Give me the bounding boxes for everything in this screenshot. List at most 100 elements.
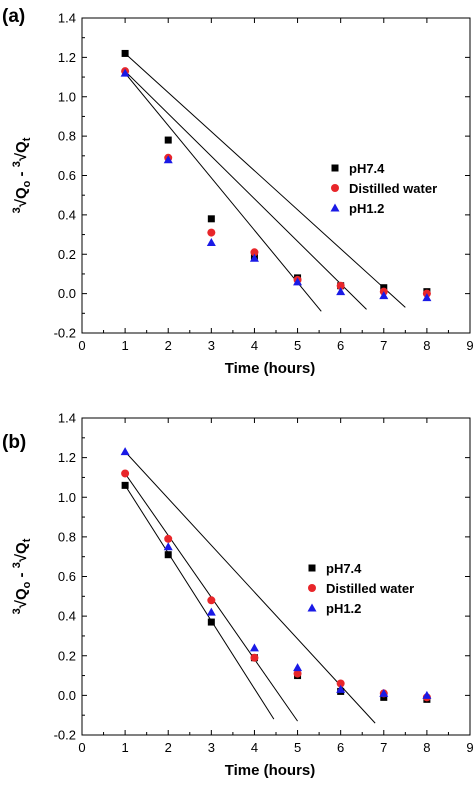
legend-label: Distilled water [326,581,414,596]
y-tick-label: 0.0 [58,688,76,703]
y-tick-label: -0.2 [54,728,76,743]
y-tick-label: 0.4 [58,207,76,222]
legend-marker [308,584,316,592]
y-tick-label: 1.4 [58,11,76,26]
y-tick-label: 0.2 [58,247,76,262]
y-tick-label: 0.4 [58,609,76,624]
y-tick-label: 1.4 [58,411,76,426]
y-tick-label: 1.2 [58,450,76,465]
y-axis-title: 3√Qo - 3√Qt [11,538,33,614]
plot-frame [81,17,471,334]
x-tick-label: 3 [208,740,215,755]
y-tick-label: 0.0 [58,286,76,301]
data-point [121,481,129,489]
series-ph1-2 [120,447,432,699]
data-point [336,281,345,290]
x-axis-title: Time (hours) [225,762,316,779]
legend-label: pH1.2 [326,601,361,616]
data-point [336,679,345,688]
x-tick-label: 7 [380,338,387,353]
panel-label: (a) [2,6,25,27]
data-point [164,551,172,559]
x-tick-label: 9 [466,740,473,755]
x-tick-label: 5 [294,740,301,755]
y-axis-title: 3√Qo - 3√Qt [11,137,33,213]
data-point [206,607,216,616]
data-point [164,136,172,144]
legend: pH7.4 Distilled water pH1.2 [307,561,414,616]
legend-marker [331,164,339,172]
x-tick-label: 0 [78,338,85,353]
x-tick-label: 2 [165,740,172,755]
x-tick-label: 1 [121,740,128,755]
data-point [121,469,130,478]
data-point [379,688,389,697]
legend: pH7.4 Distilled water pH1.2 [330,161,437,216]
y-tick-label: 1.0 [58,490,76,505]
y-tick-label: -0.2 [54,326,76,341]
data-point [249,253,259,262]
legend-label: Distilled water [349,181,437,196]
x-tick-label: 5 [294,338,301,353]
data-point [207,228,216,237]
data-point [336,287,346,296]
y-tick-label: 0.2 [58,648,76,663]
legend-label: pH7.4 [349,161,385,176]
x-tick-label: 3 [208,338,215,353]
data-point [422,690,432,699]
data-point [422,293,432,302]
series-distilled-water [121,469,431,702]
x-tick-label: 7 [380,740,387,755]
fit-line [124,451,376,724]
data-point [207,215,215,223]
data-point [293,277,303,286]
data-point [164,534,173,543]
data-point [121,49,129,57]
y-tick-label: 0.6 [58,569,76,584]
data-point [336,684,346,693]
data-point [206,237,216,246]
legend-label: pH1.2 [349,201,384,216]
fit-line [124,70,367,310]
chart-panel-b: 0 1 2 3 4 5 6 7 8 9 -0.2 0.0 0.2 0.4 0.6 0.8 1.0 1.2 1.4 Ti… [2,411,474,780]
data-point [163,155,173,164]
data-point [249,643,259,652]
x-tick-label: 0 [78,740,85,755]
legend-marker [307,603,317,612]
y-tick-label: 1.2 [58,50,76,65]
data-point [250,653,259,662]
x-tick-label: 4 [251,740,258,755]
fit-line [124,53,406,308]
fit-line [124,72,322,312]
fit-line [124,485,275,720]
y-tick-label: 0.6 [58,168,76,183]
y-tick-label: 0.8 [58,529,76,544]
x-tick-label: 4 [251,338,258,353]
plot-frame [81,417,471,736]
y-tick-label: 0.8 [58,129,76,144]
x-tick-label: 1 [121,338,128,353]
series-ph1-2 [120,68,432,302]
legend-marker [330,203,340,212]
data-point [293,663,303,672]
data-point [379,291,389,300]
chart-panel-a: 0 1 2 3 4 5 6 7 8 9 -0.2 0.0 0.2 0.4 0.6 0.8 1.0 1.2 1.4 Ti… [2,6,474,377]
legend-marker [308,564,316,572]
x-axis-title: Time (hours) [225,360,316,377]
x-tick-label: 2 [165,338,172,353]
legend-marker [331,184,339,192]
data-point [120,447,130,456]
data-point [293,669,302,678]
x-tick-label: 6 [337,740,344,755]
legend-label: pH7.4 [326,561,362,576]
x-tick-label: 6 [337,338,344,353]
panel-label: (b) [2,432,26,453]
x-tick-label: 9 [466,338,473,353]
data-point [163,542,173,551]
x-tick-label: 8 [423,338,430,353]
data-point [120,68,130,77]
y-tick-label: 1.0 [58,89,76,104]
data-point [207,618,215,626]
data-point [207,596,216,605]
